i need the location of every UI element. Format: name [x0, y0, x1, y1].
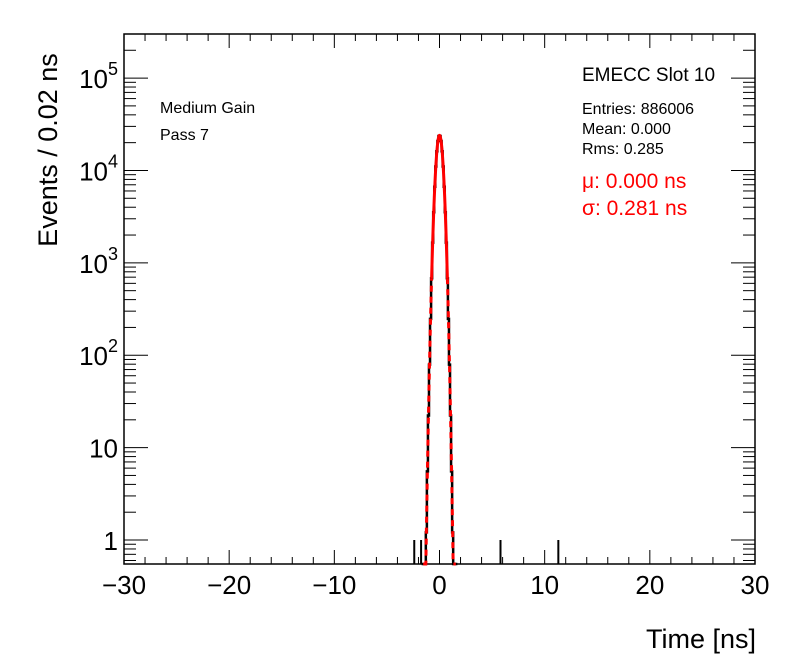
y-axis-title: Events / 0.02 ns — [33, 53, 63, 247]
stat-mean: Mean: 0.000 — [582, 121, 671, 138]
fit-sigma-label: σ: 0.281 ns — [582, 197, 687, 220]
label-medium-gain: Medium Gain — [160, 100, 255, 117]
gaussian-fit-series — [423, 133, 456, 566]
fit-curve-tail-left — [423, 278, 434, 566]
x-axis-ticks: −30 −20 −10 0 10 20 30 — [102, 34, 770, 600]
fit-curve-core — [430, 133, 449, 279]
stat-entries: Entries: 886006 — [582, 101, 694, 118]
fit-mu-label: μ: 0.000 ns — [582, 170, 686, 193]
histogram-series — [413, 134, 560, 566]
x-tick-label: 0 — [432, 570, 446, 600]
x-tick-label: 20 — [635, 570, 664, 600]
fit-curve-tail-right — [445, 278, 456, 566]
chart-title: EMECC Slot 10 — [582, 65, 715, 86]
x-tick-label: −30 — [102, 570, 146, 600]
x-tick-label: 30 — [741, 570, 770, 600]
y-tick-label: 105 — [79, 59, 118, 94]
stat-rms: Rms: 0.285 — [582, 141, 664, 158]
y-axis-ticks: 1 10 102 103 104 105 — [79, 33, 755, 562]
y-tick-label: 10 — [89, 434, 118, 464]
y-tick-label: 104 — [79, 151, 118, 186]
y-tick-label: 103 — [79, 244, 118, 279]
x-tick-label: 10 — [530, 570, 559, 600]
y-tick-label: 102 — [79, 336, 118, 371]
x-tick-label: −20 — [207, 570, 251, 600]
label-pass: Pass 7 — [160, 127, 209, 144]
x-tick-label: −10 — [312, 570, 356, 600]
x-axis-title: Time [ns] — [646, 624, 756, 654]
y-tick-label: 1 — [104, 526, 118, 556]
